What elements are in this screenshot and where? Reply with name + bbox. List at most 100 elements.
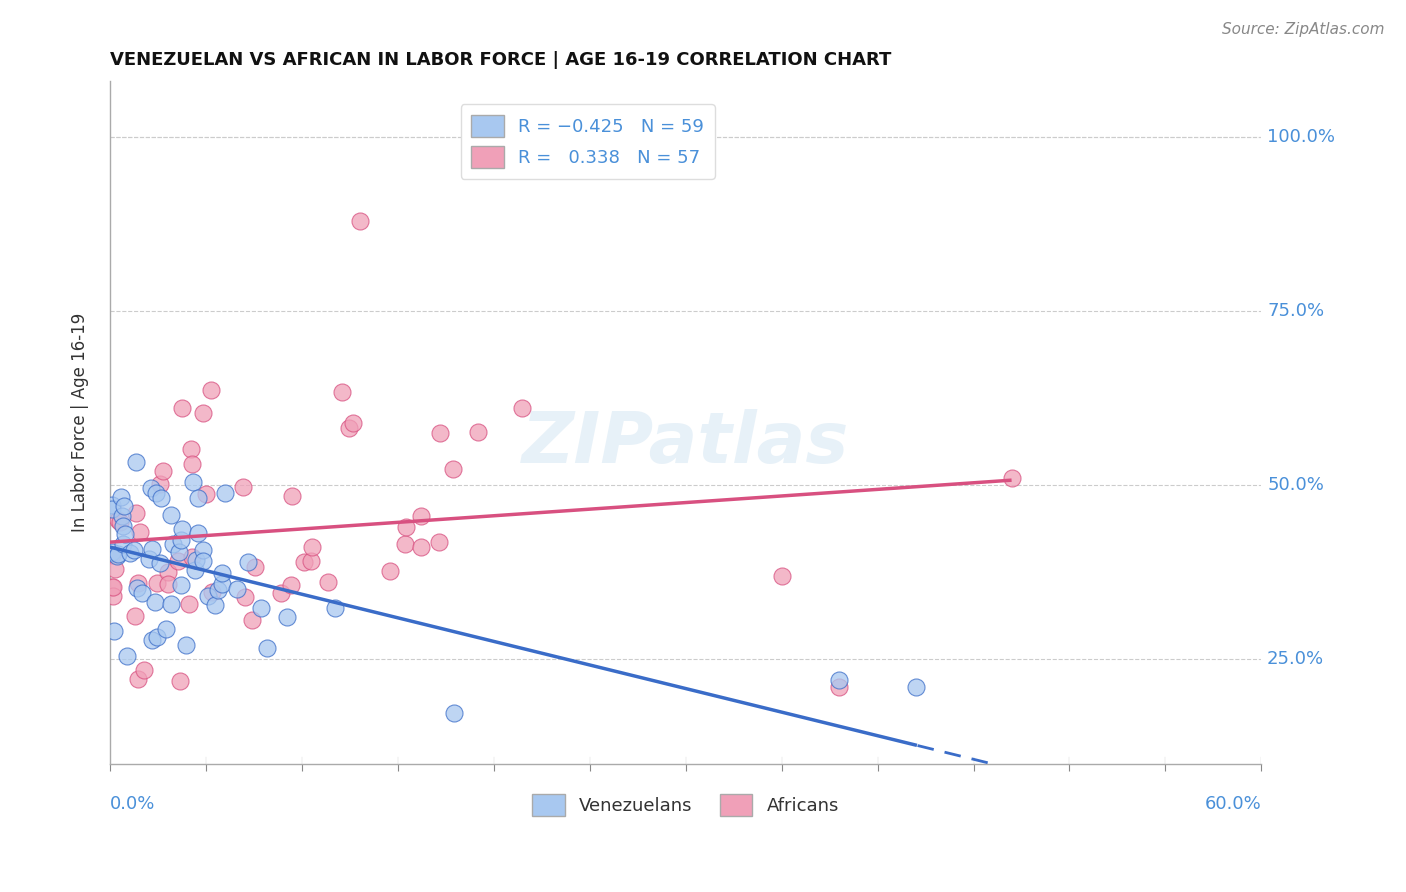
Point (170, 533, 193, 548)
Text: Source: ZipAtlas.com: Source: ZipAtlas.com (1222, 22, 1385, 37)
Text: 100.0%: 100.0% (1267, 128, 1336, 146)
Point (281, 489, 304, 503)
Point (195, 487, 218, 501)
Point (101, 548, 124, 562)
Point (125, 506, 148, 520)
Point (149, 556, 172, 570)
Point (828, 673, 851, 688)
Point (828, 680, 851, 694)
Point (409, 540, 432, 554)
Point (125, 581, 148, 595)
Point (200, 383, 222, 397)
Y-axis label: In Labor Force | Age 16-19: In Labor Force | Age 16-19 (72, 313, 89, 533)
Point (276, 609, 298, 624)
Point (394, 536, 416, 550)
Text: 75.0%: 75.0% (1267, 302, 1324, 320)
Point (170, 521, 193, 535)
Point (181, 457, 204, 471)
Point (155, 622, 177, 636)
Point (101, 580, 124, 594)
Point (467, 425, 489, 439)
Point (143, 594, 166, 608)
Point (270, 585, 292, 599)
Point (141, 632, 163, 647)
Point (409, 508, 432, 523)
Point (187, 526, 209, 541)
Point (145, 630, 167, 644)
Point (107, 547, 129, 561)
Point (124, 455, 146, 469)
Point (104, 562, 127, 576)
Point (120, 546, 142, 560)
Point (337, 421, 360, 435)
Point (299, 554, 322, 568)
Point (211, 577, 233, 591)
Point (238, 555, 260, 569)
Point (427, 535, 450, 549)
Point (904, 680, 927, 694)
Point (127, 576, 149, 591)
Point (112, 536, 135, 550)
Point (149, 477, 172, 491)
Point (112, 499, 135, 513)
Point (280, 577, 302, 591)
Text: 60.0%: 60.0% (1205, 795, 1261, 814)
Point (186, 552, 208, 566)
Point (316, 574, 339, 589)
Point (1001, 471, 1024, 485)
Point (107, 512, 129, 526)
Point (330, 384, 353, 399)
Point (191, 406, 214, 420)
Point (181, 475, 204, 489)
Point (240, 613, 263, 627)
Point (146, 576, 169, 591)
Point (138, 552, 160, 566)
Point (204, 598, 226, 612)
Point (174, 638, 197, 652)
Point (170, 577, 193, 591)
Point (180, 442, 202, 457)
Point (149, 491, 172, 505)
Point (111, 508, 134, 523)
Text: ZIPatlas: ZIPatlas (522, 409, 849, 477)
Point (105, 549, 128, 563)
Point (342, 416, 364, 430)
Point (225, 582, 247, 596)
Point (101, 589, 124, 603)
Point (380, 564, 402, 578)
Point (181, 550, 204, 565)
Point (152, 465, 174, 479)
Point (187, 491, 209, 506)
Point (110, 515, 132, 529)
Point (156, 566, 179, 580)
Point (124, 608, 146, 623)
Point (201, 585, 224, 599)
Point (301, 540, 323, 554)
Point (169, 673, 191, 688)
Point (156, 577, 179, 591)
Point (256, 640, 278, 655)
Point (243, 560, 266, 574)
Point (129, 524, 152, 539)
Point (292, 555, 315, 569)
Point (395, 519, 418, 533)
Point (131, 586, 153, 600)
Point (103, 580, 125, 594)
Point (127, 672, 149, 686)
Point (101, 502, 124, 516)
Point (443, 706, 465, 720)
Point (232, 480, 254, 494)
Point (114, 526, 136, 541)
Point (162, 537, 184, 551)
Point (111, 519, 134, 533)
Legend: Venezuelans, Africans: Venezuelans, Africans (524, 787, 846, 823)
Point (207, 583, 229, 598)
Text: 25.0%: 25.0% (1267, 650, 1324, 668)
Point (441, 462, 464, 476)
Point (250, 600, 273, 615)
Point (349, 213, 371, 227)
Point (510, 401, 533, 416)
Point (429, 425, 451, 440)
Point (110, 490, 132, 504)
Point (115, 648, 138, 663)
